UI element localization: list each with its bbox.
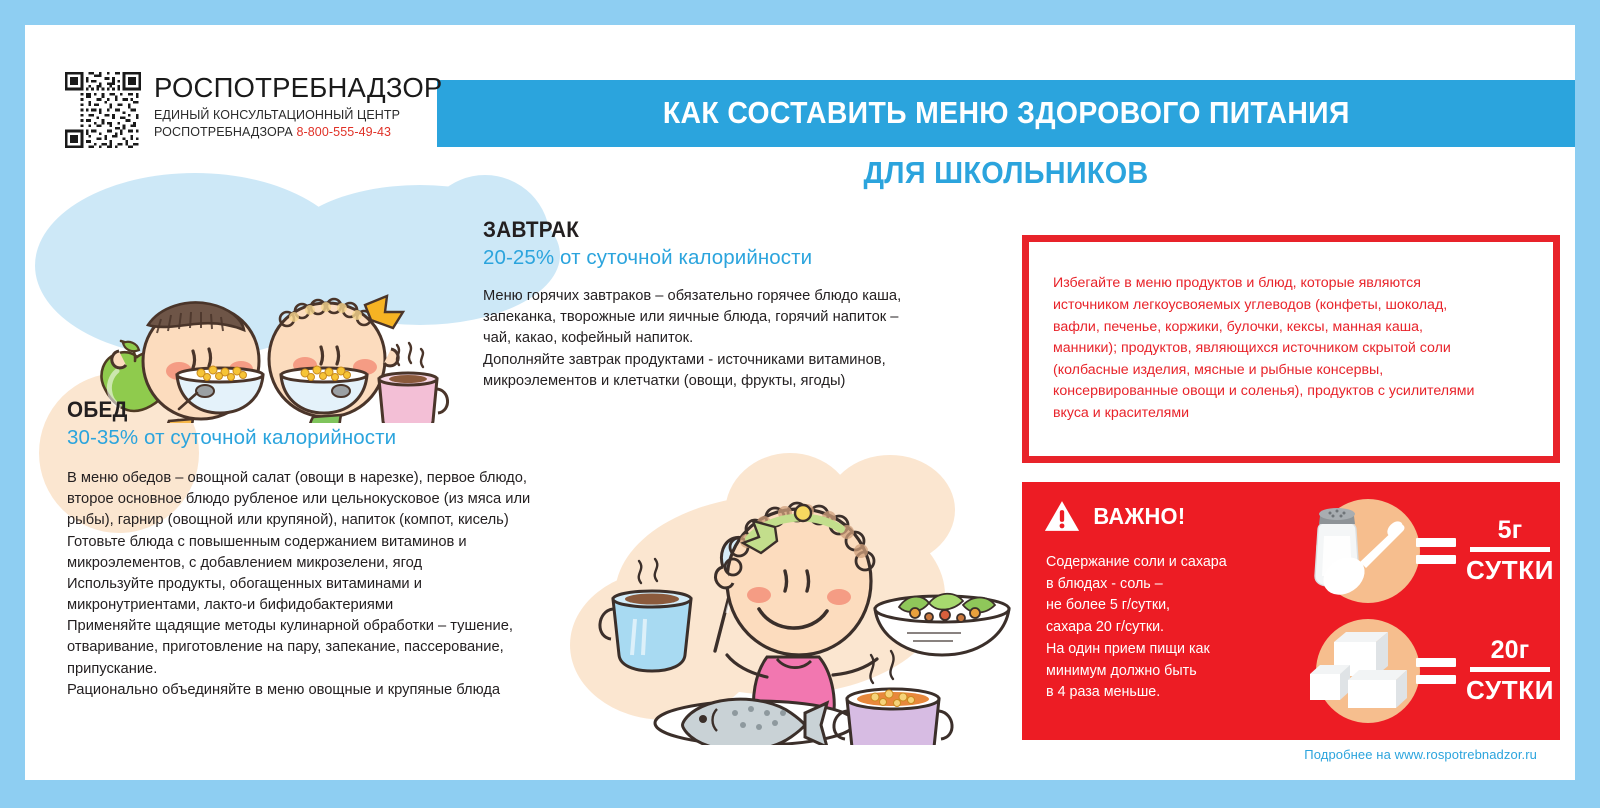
important-heading-group: ВАЖНО!: [1044, 500, 1188, 532]
header-banner: КАК СОСТАВИТЬ МЕНЮ ЗДОРОВОГО ПИТАНИЯ: [437, 80, 1575, 147]
avoid-line: источником легкоусвояемых углеводов (кон…: [1053, 297, 1448, 314]
lunch-line: второе основное блюдо рубленое или цельн…: [67, 491, 531, 508]
breakfast-title: ЗАВТРАК: [483, 217, 580, 242]
hotline-phone-number[interactable]: 8-800-555-49-43: [296, 125, 392, 140]
poster-sheet: РОСПОТРЕБНАДЗОР ЕДИНЫЙ КОНСУЛЬТАЦИОННЫЙ …: [25, 25, 1575, 780]
important-line: Содержание соли и сахара: [1046, 554, 1227, 570]
lunch-line: отваривание, приготовление на пару, запе…: [67, 639, 504, 656]
important-line: сахара 20 г/сутки.: [1046, 619, 1165, 636]
lunch-line: Используйте продукты, обогащенных витами…: [67, 575, 422, 592]
lunch-line: рыбы), гарнир (овощной или крупяной), на…: [67, 512, 509, 529]
breakfast-line: Меню горячих завтраков – обязательно гор…: [483, 288, 902, 304]
lunch-title: ОБЕД: [67, 397, 128, 422]
two-children-eating-porridge-illustration: [100, 294, 449, 423]
avoid-products-box: Избегайте в меню продуктов и блюд, котор…: [1022, 235, 1560, 463]
logo-subtitle-line2-text: РОСПОТРЕБНАДЗОРА: [154, 125, 293, 140]
sugar-ratio-row: 20г СУТКИ: [1294, 612, 1556, 730]
logo-title: РОСПОТРЕБНАДЗОР: [154, 72, 443, 103]
lunch-line: микроэлементов, с добавлением микрозелен…: [67, 554, 423, 571]
important-body-text: Содержание соли и сахара в блюдах - соль…: [1046, 552, 1296, 704]
sugar-cubes-icon: [1294, 612, 1422, 730]
breakfast-line: запеканка, творожные или яичные блюда, г…: [483, 309, 899, 326]
lunch-percent: 30-35% от суточной калорийности: [67, 426, 397, 449]
breakfast-line: Дополняйте завтрак продуктами - источник…: [483, 351, 886, 368]
qr-code-icon: [65, 72, 141, 148]
avoid-line: Избегайте в меню продуктов и блюд, котор…: [1053, 275, 1421, 292]
breakfast-line: чай, какао, кофейный напиток.: [483, 330, 694, 347]
logo-text-group: РОСПОТРЕБНАДЗОР ЕДИНЫЙ КОНСУЛЬТАЦИОННЫЙ …: [154, 72, 442, 142]
lunch-body: В меню обедов – овощной салат (овощи в н…: [67, 468, 627, 701]
section-lunch: ОБЕД 30-35% от суточной калорийности В м…: [67, 397, 627, 701]
lunch-line: припускание.: [67, 660, 158, 677]
fraction-bar-salt: [1470, 547, 1550, 553]
avoid-line: консервированные овощи и соленья), проду…: [1053, 383, 1475, 400]
salt-period: СУТКИ: [1465, 555, 1555, 586]
avoid-line: манники); продуктов, являющихся источник…: [1053, 340, 1451, 357]
logo-subtitle-line1: ЕДИНЫЙ КОНСУЛЬТАЦИОННЫЙ ЦЕНТР: [154, 107, 401, 122]
girl-with-soup-fish-salad-illustration: [598, 501, 1011, 745]
equals-sign-salt: [1416, 536, 1460, 566]
fraction-bar-sugar: [1470, 667, 1550, 673]
banner-title: КАК СОСТАВИТЬ МЕНЮ ЗДОРОВОГО ПИТАНИЯ: [662, 96, 1350, 130]
warning-triangle-icon: [1044, 501, 1080, 531]
footer-website-link[interactable]: Подробнее на www.rospotrebnadzor.ru: [1304, 747, 1537, 762]
lunch-line: В меню обедов – овощной салат (овощи в н…: [67, 470, 527, 486]
logo-subtitle-line2: РОСПОТРЕБНАДЗОРА 8-800-555-49-43: [154, 124, 442, 142]
salt-amount-fraction: 5г СУТКИ: [1460, 517, 1556, 585]
important-line: в блюдах - соль –: [1046, 575, 1163, 592]
lunch-line: Рационально объединяйте в меню овощные и…: [67, 681, 501, 698]
decorative-blob-blue-small: [420, 175, 550, 305]
important-line: в 4 раза меньше.: [1046, 684, 1161, 701]
rospotrebnadzor-logo-block: РОСПОТРЕБНАДЗОР ЕДИНЫЙ КОНСУЛЬТАЦИОННЫЙ …: [65, 72, 442, 167]
breakfast-line: микроэлементов и клетчатки (овощи, фрукт…: [483, 372, 846, 389]
important-box: ВАЖНО! Содержание соли и сахара в блюдах…: [1022, 482, 1560, 740]
equals-sign-sugar: [1416, 656, 1460, 686]
important-heading-label: ВАЖНО!: [1093, 502, 1186, 529]
important-line: минимум должно быть: [1046, 662, 1197, 679]
salt-amount: 5г: [1497, 516, 1523, 545]
avoid-products-text: Избегайте в меню продуктов и блюд, котор…: [1029, 273, 1496, 424]
lunch-line: микронутриентами, лакто-и бифидобактерия…: [67, 597, 394, 614]
section-breakfast: ЗАВТРАК 20-25% от суточной калорийности …: [483, 217, 963, 392]
sugar-amount-fraction: 20г СУТКИ: [1460, 637, 1556, 705]
salt-shaker-spoon-icon: [1294, 492, 1422, 610]
sugar-amount: 20г: [1490, 636, 1530, 665]
avoid-line: вкуса и красителями: [1053, 404, 1190, 421]
breakfast-percent: 20-25% от суточной калорийности: [483, 246, 813, 269]
sugar-period: СУТКИ: [1465, 675, 1555, 706]
banner-subtitle: ДЛЯ ШКОЛЬНИКОВ: [863, 155, 1149, 190]
lunch-line: Готовьте блюда с повышенным содержанием …: [67, 533, 467, 550]
breakfast-body: Меню горячих завтраков – обязательно гор…: [483, 286, 963, 392]
important-line: На один прием пищи как: [1046, 640, 1210, 657]
salt-ratio-row: 5г СУТКИ: [1294, 492, 1556, 610]
important-line: не более 5 г/сутки,: [1046, 597, 1171, 614]
avoid-line: (колбасные изделия, мясные и рыбные конс…: [1053, 361, 1384, 378]
lunch-line: Применяйте щадящие методы кулинарной обр…: [67, 618, 513, 635]
avoid-line: вафли, печенье, коржики, булочки, кексы,…: [1053, 318, 1423, 335]
